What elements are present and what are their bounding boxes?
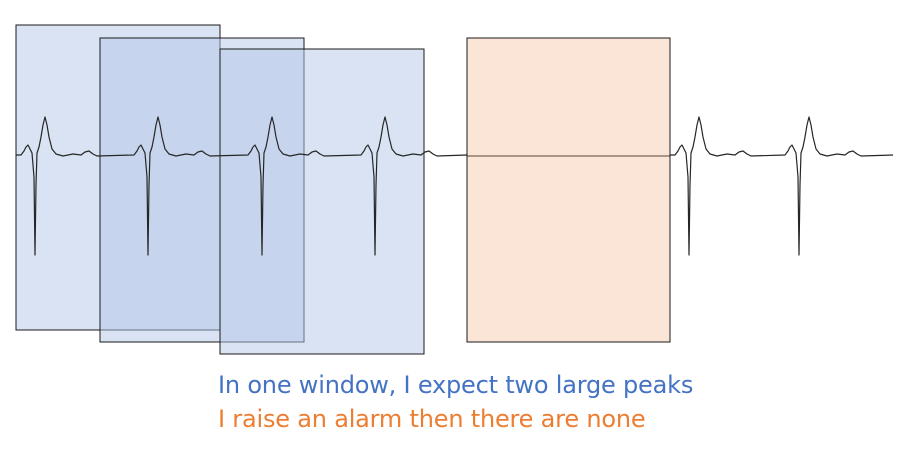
sliding-window-3 xyxy=(219,48,425,355)
caption-expectation: In one window, I expect two large peaks xyxy=(218,371,694,399)
ecg-window-diagram xyxy=(15,24,894,355)
ecg-trace-left xyxy=(16,116,468,256)
ecg-trace-right xyxy=(670,116,894,256)
caption-alarm: I raise an alarm then there are none xyxy=(218,405,646,433)
alarm-window xyxy=(466,37,671,343)
